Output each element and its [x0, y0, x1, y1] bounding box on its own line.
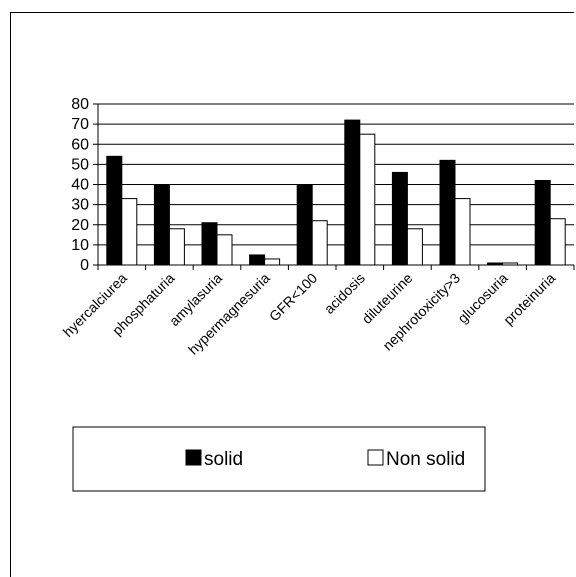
bar-solid	[439, 159, 456, 266]
bar-solid	[296, 184, 313, 266]
legend-box	[72, 426, 486, 492]
bar-solid	[249, 254, 266, 266]
axes	[93, 103, 575, 270]
bars	[106, 119, 566, 266]
category-labels: hyercalciureaphosphaturiaamylasuriahyper…	[60, 270, 559, 358]
bar-solid	[153, 184, 170, 266]
legend-label-non-solid: Non solid	[386, 449, 465, 470]
category-label: acidosis	[321, 270, 368, 317]
bar-non-solid	[264, 258, 281, 266]
legend: solid Non solid	[72, 426, 486, 492]
bar-non-solid	[311, 220, 328, 266]
category-label: proteinuria	[500, 270, 558, 328]
bar-solid	[201, 222, 218, 266]
bar-non-solid	[406, 228, 423, 266]
y-tick-label: 80	[71, 96, 89, 113]
bar-solid	[391, 171, 408, 266]
bar-non-solid	[359, 133, 376, 266]
bar-solid	[106, 155, 123, 266]
bar-solid	[534, 179, 551, 266]
legend-label-solid: solid	[204, 449, 243, 470]
category-label: GFR<100	[266, 270, 321, 325]
y-tick-label: 10	[71, 237, 89, 254]
y-tick-label: 70	[71, 116, 89, 133]
y-tick-label: 50	[71, 156, 89, 173]
bar-non-solid	[168, 228, 185, 266]
bar-non-solid	[454, 198, 471, 266]
y-tick-label: 20	[71, 217, 89, 234]
chart-frame	[10, 12, 574, 577]
y-tick-label: 60	[71, 136, 89, 153]
category-label: hypermagnesuria	[185, 270, 273, 358]
legend-swatch-solid	[185, 449, 202, 466]
y-tick-label: 40	[71, 177, 89, 194]
bar-non-solid	[121, 198, 138, 266]
bar-solid	[344, 119, 361, 266]
legend-swatch-non-solid	[367, 449, 384, 466]
bar-non-solid	[549, 218, 566, 266]
y-tick-labels: 0 10 20 30 40 50 60 70 80	[71, 96, 89, 274]
bar-non-solid	[216, 234, 233, 266]
gridlines	[98, 103, 574, 246]
y-tick-label: 30	[71, 197, 89, 214]
y-tick-label: 0	[80, 257, 89, 274]
